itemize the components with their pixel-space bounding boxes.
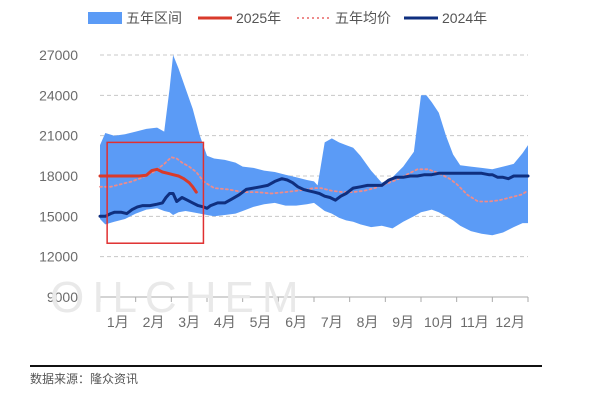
series-five-year-avg-line bbox=[99, 156, 529, 203]
legend: 五年区间 2025年 五年均价 2024年 bbox=[88, 10, 487, 26]
x-tick-label: 2月 bbox=[143, 314, 165, 330]
source-note: 数据来源：隆众资讯 bbox=[30, 372, 139, 386]
x-tick-label: 1月 bbox=[107, 314, 129, 330]
x-tick-label: 4月 bbox=[214, 314, 236, 330]
source-divider bbox=[30, 365, 542, 367]
x-tick-label: 8月 bbox=[357, 314, 379, 330]
y-tick-label: 15000 bbox=[39, 208, 78, 224]
y-tick-label: 9000 bbox=[47, 289, 78, 305]
range-band-area bbox=[100, 55, 528, 236]
watermark-text: OILCHEM bbox=[50, 273, 306, 322]
x-tick-label: 9月 bbox=[392, 314, 414, 330]
series-2024-line bbox=[98, 171, 530, 218]
y-tick-label: 24000 bbox=[39, 87, 78, 103]
x-tick-label: 12月 bbox=[495, 314, 525, 330]
y-tick-label: 18000 bbox=[39, 168, 78, 184]
x-tick-label: 10月 bbox=[424, 314, 454, 330]
legend-label: 2025年 bbox=[236, 10, 281, 26]
y-tick-label: 12000 bbox=[39, 249, 78, 265]
legend-label: 五年区间 bbox=[126, 10, 182, 26]
y-tick-label: 27000 bbox=[39, 47, 78, 63]
x-tick-label: 11月 bbox=[460, 314, 489, 330]
plot-area: 9000 12000 15000 18000 21000 24000 27000 1月 2月 3月… bbox=[39, 47, 530, 330]
x-tick-label: 7月 bbox=[321, 314, 343, 330]
x-tick-label: 3月 bbox=[178, 314, 200, 330]
y-tick-label: 21000 bbox=[39, 128, 78, 144]
series-2025-line bbox=[98, 167, 198, 194]
x-tick-label: 5月 bbox=[250, 314, 272, 330]
x-tick-label: 6月 bbox=[285, 314, 307, 330]
highlight-box bbox=[106, 141, 205, 244]
legend-label: 2024年 bbox=[442, 10, 487, 26]
legend-swatch-range bbox=[88, 12, 122, 24]
legend-label: 五年均价 bbox=[335, 10, 391, 26]
